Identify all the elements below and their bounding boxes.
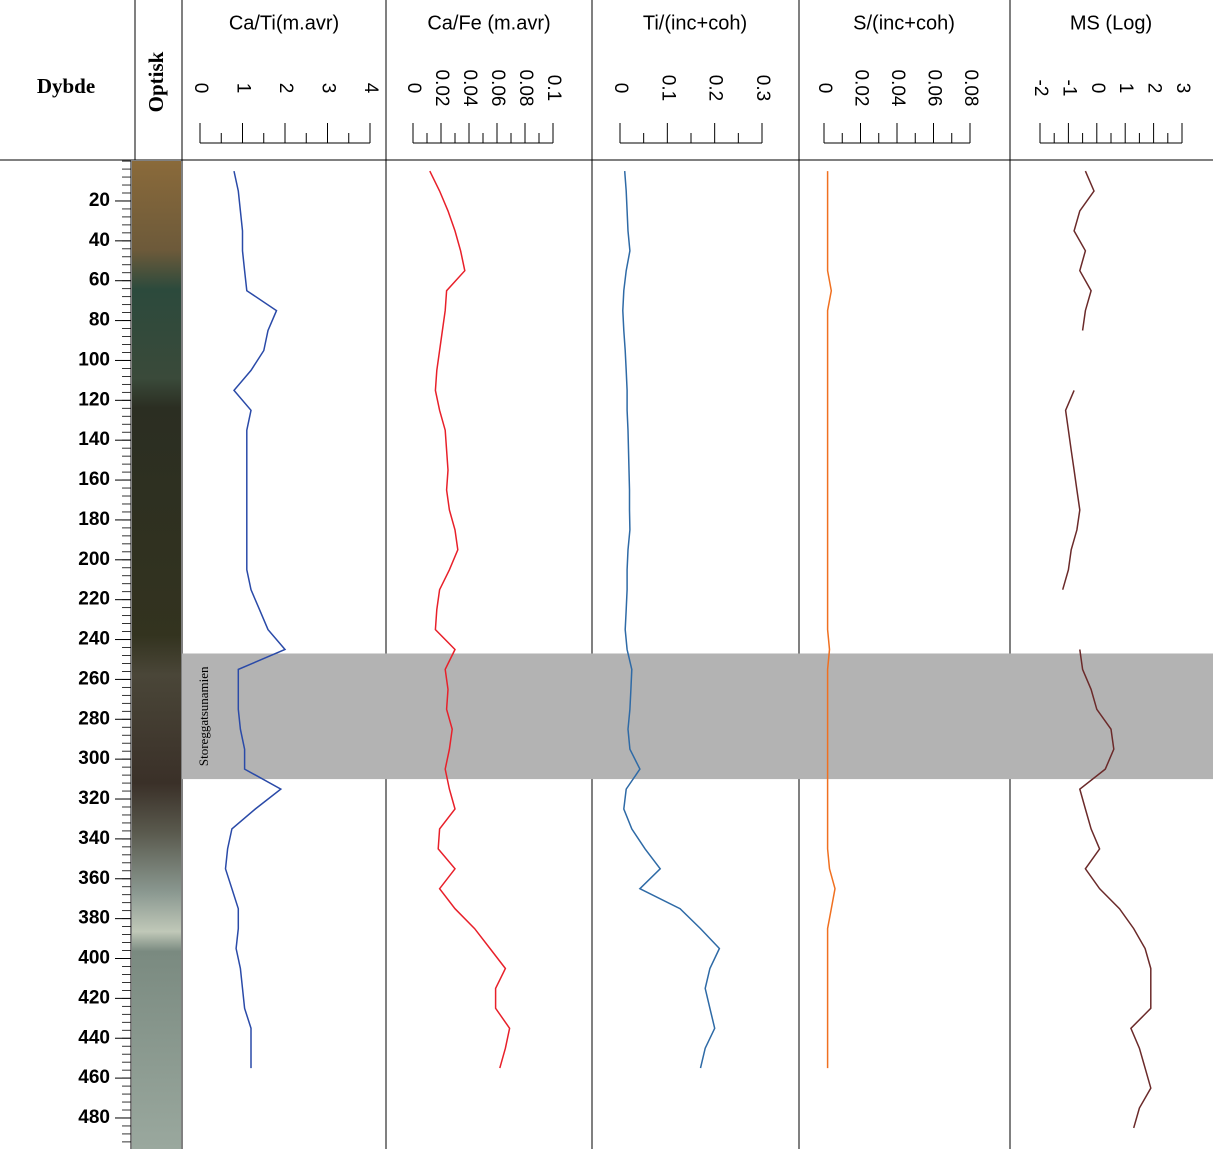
value-tick-label: 0.1 — [657, 75, 678, 101]
value-tick-label: 4 — [360, 83, 381, 94]
depth-tick-label: 440 — [78, 1027, 110, 1048]
value-tick-label: 0 — [403, 83, 424, 94]
depth-tick-label: 40 — [89, 230, 110, 251]
value-tick-label: 0.2 — [705, 75, 726, 101]
annotation-text: Storeggatsunamien — [196, 666, 211, 766]
depth-tick-label: 420 — [78, 987, 110, 1008]
chart: Dybde Optisk Storeggatsunamien2040608010… — [0, 0, 1213, 1149]
depth-tick-label: 160 — [78, 469, 110, 490]
depth-tick-label: 280 — [78, 708, 110, 729]
depth-tick-label: 400 — [78, 948, 110, 969]
series-line — [828, 171, 835, 1068]
value-tick-label: 0.3 — [752, 75, 773, 101]
depth-tick-label: 380 — [78, 908, 110, 929]
value-tick-label: 1 — [232, 83, 253, 94]
value-tick-label: 0 — [610, 83, 631, 94]
core-image — [132, 161, 181, 1149]
depth-label: Dybde — [37, 74, 95, 98]
depth-tick-label: 300 — [78, 748, 110, 769]
value-tick-label: 3 — [317, 83, 338, 94]
value-tick-label: 0 — [190, 83, 211, 94]
depth-tick-label: 200 — [78, 549, 110, 570]
series-line — [226, 171, 286, 1068]
frame — [0, 0, 1213, 1149]
value-tick-label: 0 — [814, 83, 835, 94]
panel-title: Ca/Ti(m.avr) — [229, 12, 339, 34]
series-line — [623, 171, 720, 1068]
value-tick-label: 0.06 — [487, 70, 508, 107]
depth-tick-label: 80 — [89, 310, 110, 331]
value-tick-label: 0.02 — [431, 70, 452, 107]
depth-tick-label: 340 — [78, 828, 110, 849]
event-band — [182, 653, 1213, 779]
value-tick-label: -1 — [1058, 80, 1079, 97]
depth-tick-label: 460 — [78, 1067, 110, 1088]
depth-tick-label: 20 — [89, 190, 110, 211]
value-tick-label: 0.08 — [515, 70, 536, 107]
value-tick-label: 0.1 — [543, 75, 564, 101]
panel-title: Ca/Fe (m.avr) — [427, 12, 550, 34]
value-tick-label: 0 — [1087, 83, 1108, 94]
value-tick-label: 0.02 — [850, 70, 871, 107]
depth-tick-label: 220 — [78, 589, 110, 610]
depth-tick-label: 360 — [78, 868, 110, 889]
panel-title: Ti/(inc+coh) — [643, 12, 747, 34]
depth-tick-label: 320 — [78, 788, 110, 809]
value-tick-label: 0.04 — [887, 70, 908, 107]
value-tick-label: 0.06 — [923, 70, 944, 107]
value-tick-label: 2 — [275, 83, 296, 94]
depth-tick-label: 260 — [78, 668, 110, 689]
value-tick-label: 3 — [1172, 83, 1193, 94]
depth-tick-label: 100 — [78, 349, 110, 370]
depth-tick-label: 60 — [89, 270, 110, 291]
depth-tick-label: 120 — [78, 389, 110, 410]
depth-tick-label: 140 — [78, 429, 110, 450]
depth-tick-label: 480 — [78, 1107, 110, 1128]
panel-title: S/(inc+coh) — [853, 12, 955, 34]
value-tick-label: 2 — [1144, 83, 1165, 94]
value-tick-label: 0.08 — [960, 70, 981, 107]
panel-title: MS (Log) — [1070, 12, 1152, 34]
series-line — [430, 171, 510, 1068]
value-tick-label: 0.04 — [459, 70, 480, 107]
depth-tick-label: 240 — [78, 629, 110, 650]
image-label: Optisk — [144, 51, 168, 112]
depth-tick-label: 180 — [78, 509, 110, 530]
value-tick-label: 1 — [1115, 83, 1136, 94]
value-tick-label: -2 — [1030, 80, 1051, 97]
series-line — [1063, 171, 1151, 1128]
